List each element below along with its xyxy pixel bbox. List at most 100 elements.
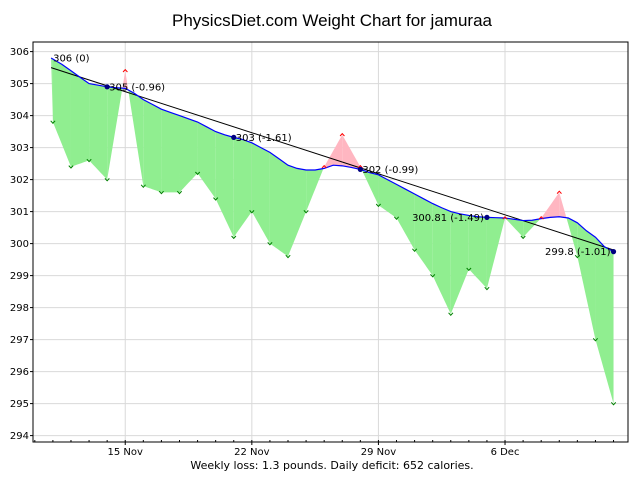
trend-annotation-label: 299.8 (-1.01) xyxy=(545,247,611,258)
weight-point xyxy=(375,203,381,208)
trend-point-dot xyxy=(104,84,110,90)
y-tick-label: 304 xyxy=(10,111,29,122)
below-trend-fill xyxy=(215,131,234,238)
weight-point xyxy=(574,254,580,259)
above-trend-fill xyxy=(541,192,560,219)
below-trend-fill xyxy=(523,218,541,238)
axis-ticks: 294 295 296 297 298 299 300 301 302 303 304 305 306 1… xyxy=(10,47,615,458)
x-tick-label: 15 Nov xyxy=(108,447,144,458)
below-trend-fill xyxy=(143,99,162,193)
below-trend-fill xyxy=(251,142,270,244)
above-trend-fill xyxy=(559,192,567,218)
y-tick-label: 301 xyxy=(10,207,29,218)
weight-point xyxy=(556,190,562,194)
below-trend-fill xyxy=(179,115,198,193)
y-tick-label: 295 xyxy=(10,399,29,410)
above-trend-fill xyxy=(125,70,129,90)
below-trend-fill xyxy=(197,122,216,199)
below-trend-fill xyxy=(432,203,451,314)
weight-point xyxy=(502,216,508,220)
weight-point xyxy=(321,164,327,169)
weight-point xyxy=(466,267,472,272)
weight-point xyxy=(140,184,146,188)
weight-point xyxy=(448,312,454,316)
trend-annotation-label: 303 (-1.61) xyxy=(236,133,292,144)
weight-point xyxy=(339,132,345,137)
trend-annotations: 306 (0) 305 (-0.96) 303 (-1.61) 302 (-0.99)… xyxy=(53,54,617,258)
y-tick-label: 302 xyxy=(10,175,29,186)
below-trend-fill xyxy=(378,174,397,218)
weight-point xyxy=(267,242,273,246)
weight-point xyxy=(520,235,526,240)
below-trend-fill xyxy=(396,184,415,250)
below-trend-fill xyxy=(89,83,108,180)
weight-point xyxy=(430,274,436,278)
trend-annotation-label: 302 (-0.99) xyxy=(362,165,418,176)
trend-annotation-label: 305 (-0.96) xyxy=(109,82,165,93)
weight-point xyxy=(231,235,237,240)
y-tick-label: 296 xyxy=(10,367,29,378)
grid xyxy=(33,42,628,442)
trend-point-dot xyxy=(610,249,617,255)
above-trend-fill xyxy=(324,134,343,169)
below-trend-fill xyxy=(468,215,487,289)
chart-footer: Weekly loss: 1.3 pounds. Daily deficit: … xyxy=(190,459,473,472)
y-tick-label: 297 xyxy=(10,335,29,346)
below-trend-fill xyxy=(288,165,307,257)
trend-point-dot xyxy=(484,214,490,220)
weight-point xyxy=(285,254,291,259)
below-trend-fill xyxy=(486,217,506,289)
weight-point xyxy=(176,190,183,195)
trend-line xyxy=(50,57,614,253)
below-trend-fill xyxy=(414,194,433,276)
trend-point-dot xyxy=(357,166,363,172)
weight-point xyxy=(538,216,544,220)
below-trend-fill xyxy=(269,152,288,257)
weight-point xyxy=(68,165,74,169)
weight-point xyxy=(412,248,418,252)
weight-point xyxy=(122,68,128,73)
below-trend-fill xyxy=(361,169,379,206)
series-lines xyxy=(50,57,614,253)
weight-point xyxy=(50,120,56,124)
below-trend-fill xyxy=(577,222,596,340)
weight-point xyxy=(610,402,617,406)
weight-point xyxy=(303,210,309,214)
below-trend-fill xyxy=(70,70,90,167)
weight-point xyxy=(357,164,363,169)
weight-point xyxy=(484,286,490,291)
weight-point xyxy=(158,190,164,195)
below-trend-fill xyxy=(107,86,123,180)
y-tick-label: 305 xyxy=(10,79,29,90)
weight-point xyxy=(592,338,599,342)
trend-annotation-label: 306 (0) xyxy=(53,54,90,65)
deviation-fills xyxy=(51,58,614,404)
x-tick-label: 22 Nov xyxy=(234,447,270,458)
y-tick-label: 303 xyxy=(10,143,29,154)
weight-markers xyxy=(50,68,617,406)
weight-point xyxy=(393,216,400,220)
weight-point xyxy=(249,210,255,214)
above-trend-fill xyxy=(342,134,361,170)
chart-title: PhysicsDiet.com Weight Chart for jamuraa xyxy=(172,11,493,30)
plot-frame xyxy=(32,41,629,443)
below-trend-fill xyxy=(161,109,180,193)
below-trend-fill xyxy=(450,211,469,314)
trend-annotation-label: 300.81 (-1.49) xyxy=(412,213,484,224)
weight-point xyxy=(104,178,110,182)
weight-point xyxy=(86,158,92,163)
y-tick-label: 294 xyxy=(10,431,29,442)
below-trend-fill xyxy=(52,59,71,167)
y-tick-label: 300 xyxy=(10,239,29,250)
below-trend-fill xyxy=(51,58,53,122)
below-trend-fill xyxy=(505,218,524,238)
below-trend-fill xyxy=(595,237,614,404)
y-tick-label: 306 xyxy=(10,47,29,58)
x-tick-label: 29 Nov xyxy=(361,447,397,458)
y-tick-label: 298 xyxy=(10,303,29,314)
x-tick-label: 6 Dec xyxy=(491,447,520,458)
below-trend-fill xyxy=(233,137,252,238)
weight-point xyxy=(195,171,201,176)
